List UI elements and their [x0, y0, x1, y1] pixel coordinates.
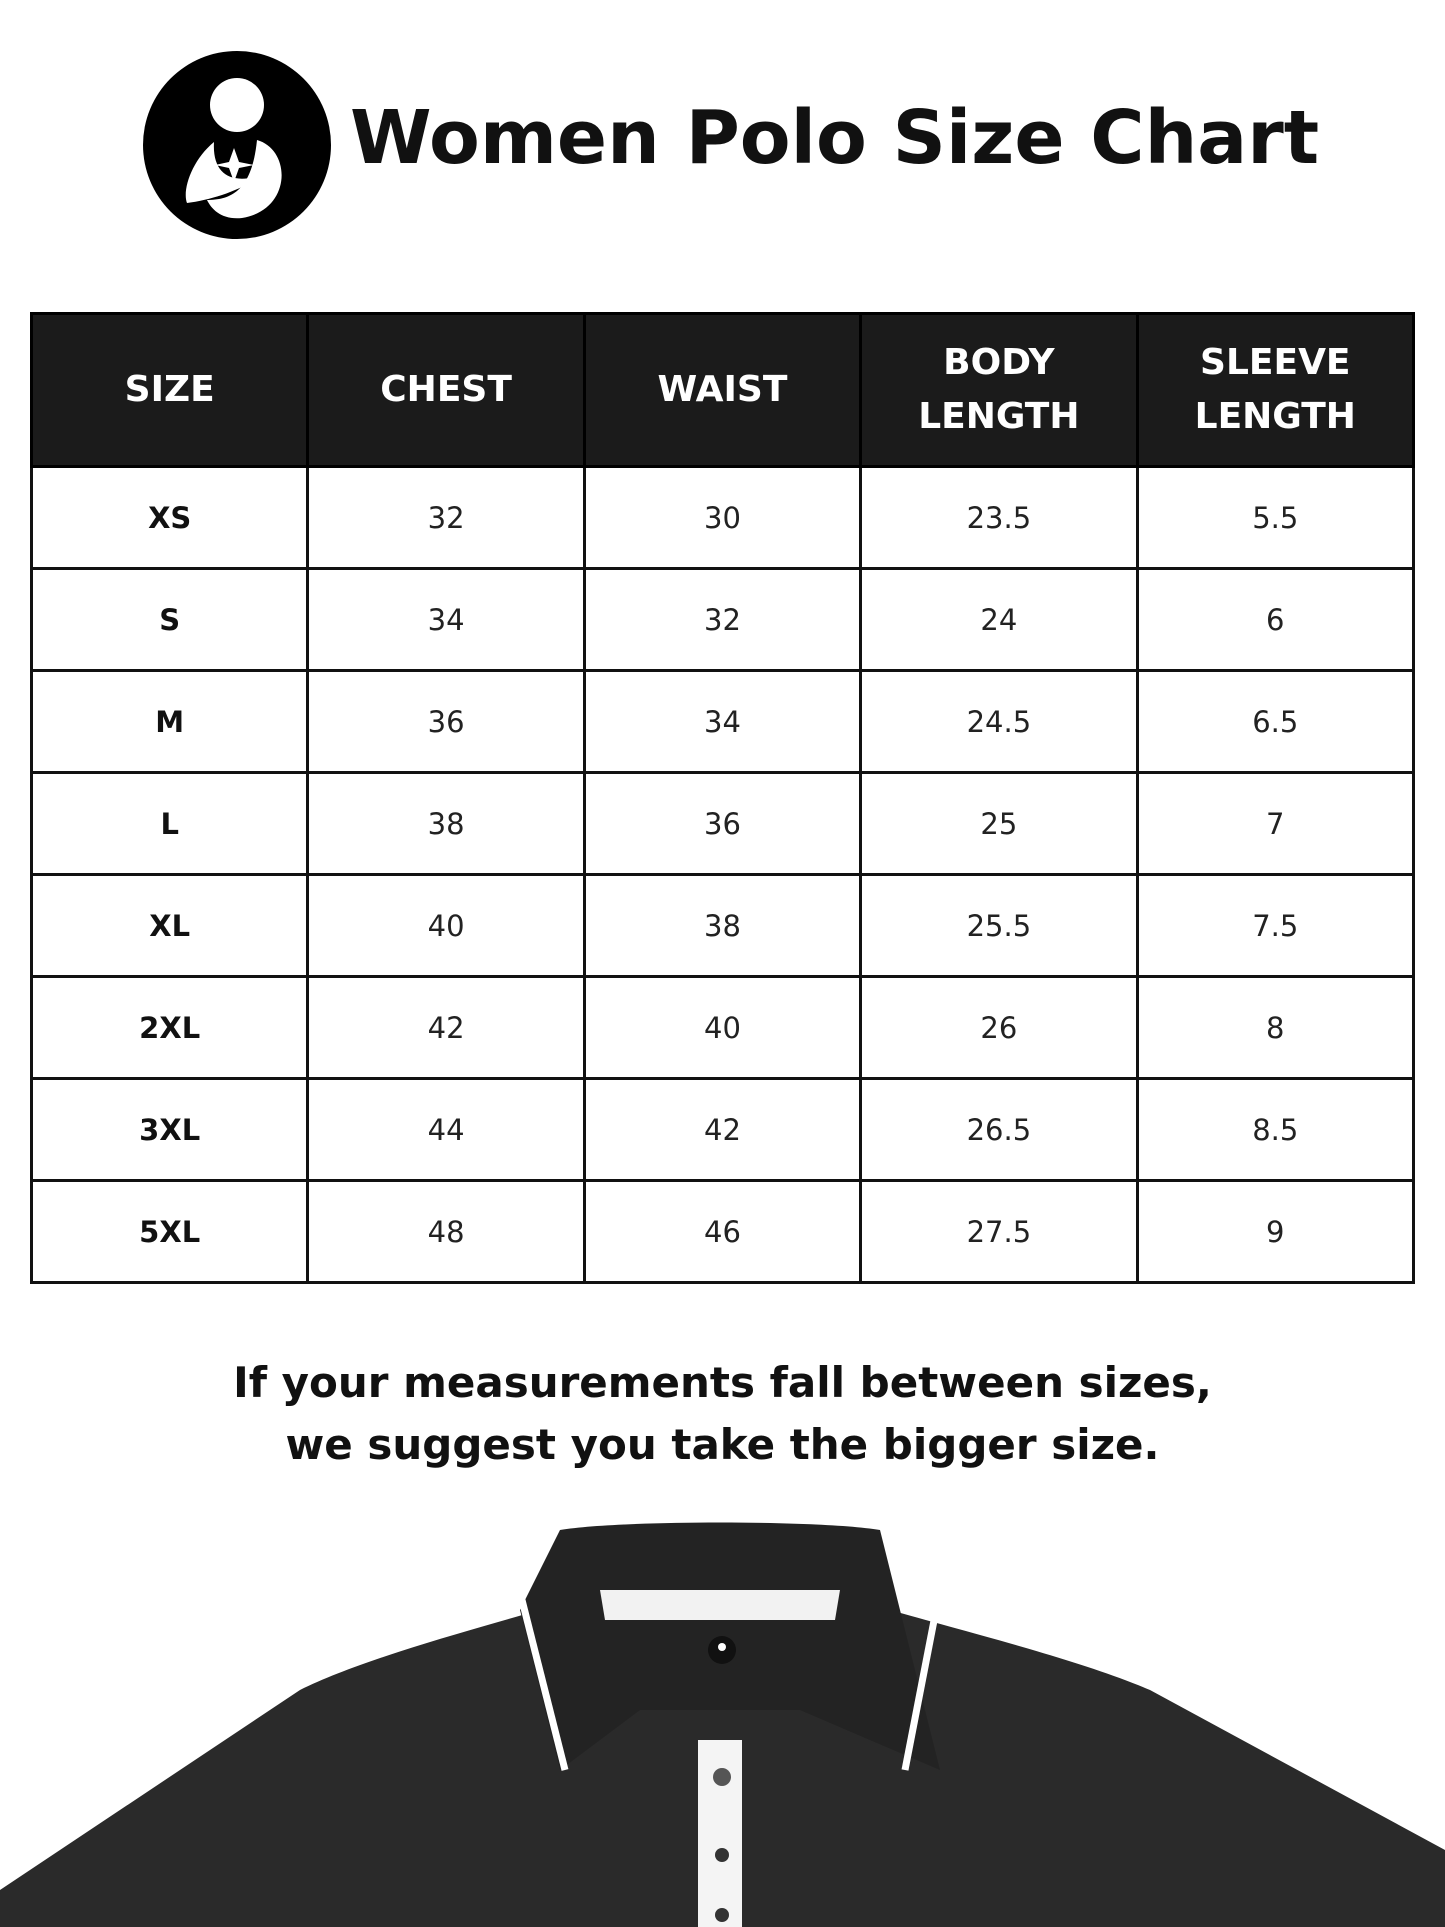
cell-body-length: 24.5	[859, 669, 1139, 774]
cell-body-length: 26.5	[859, 1077, 1139, 1182]
table-row: 3XL 44 42 26.5 8.5	[29, 1077, 1416, 1182]
cell-chest: 48	[306, 1179, 586, 1284]
table-header-row: SIZE CHEST WAIST BODY LENGTH SLEEVE LENGTH	[29, 312, 1416, 468]
brand-logo-icon	[143, 51, 331, 239]
cell-chest: 42	[306, 975, 586, 1080]
cell-size: 5XL	[29, 1179, 310, 1284]
note-line-1: If your measurements fall between sizes,	[233, 1358, 1212, 1407]
cell-waist: 42	[582, 1077, 863, 1182]
cell-sleeve-length: 9	[1135, 1179, 1416, 1284]
header-size: SIZE	[29, 312, 310, 468]
cell-chest: 38	[306, 771, 586, 876]
cell-waist: 40	[582, 975, 863, 1080]
cell-sleeve-length: 7.5	[1135, 873, 1416, 978]
header-text: WAIST	[657, 369, 788, 410]
size-advice-note: If your measurements fall between sizes,…	[0, 1352, 1445, 1476]
header-text: SLEEVE	[1200, 342, 1351, 383]
table-row: XL 40 38 25.5 7.5	[29, 873, 1416, 978]
cell-size: XS	[29, 465, 310, 570]
header-text: CHEST	[380, 369, 512, 410]
header-waist: WAIST	[582, 312, 863, 468]
header-text: LENGTH	[918, 396, 1080, 437]
header-body-length: BODY LENGTH	[859, 312, 1139, 468]
polo-shirt-image	[0, 1522, 1445, 1927]
table-row: XS 32 30 23.5 5.5	[29, 465, 1416, 570]
header-sleeve-length: SLEEVE LENGTH	[1135, 312, 1416, 468]
cell-sleeve-length: 7	[1135, 771, 1416, 876]
cell-chest: 36	[306, 669, 586, 774]
cell-size: M	[29, 669, 310, 774]
cell-body-length: 27.5	[859, 1179, 1139, 1284]
cell-size: S	[29, 567, 310, 672]
cell-body-length: 23.5	[859, 465, 1139, 570]
cell-chest: 44	[306, 1077, 586, 1182]
header-chest: CHEST	[306, 312, 586, 468]
note-line-2: we suggest you take the bigger size.	[285, 1420, 1160, 1469]
cell-waist: 46	[582, 1179, 863, 1284]
cell-size: 2XL	[29, 975, 310, 1080]
cell-chest: 32	[306, 465, 586, 570]
cell-body-length: 25.5	[859, 873, 1139, 978]
cell-sleeve-length: 6	[1135, 567, 1416, 672]
table-row: 5XL 48 46 27.5 9	[29, 1179, 1416, 1284]
cell-sleeve-length: 6.5	[1135, 669, 1416, 774]
page-title: Women Polo Size Chart	[350, 95, 1320, 181]
cell-size: XL	[29, 873, 310, 978]
cell-waist: 30	[582, 465, 863, 570]
table-row: L 38 36 25 7	[29, 771, 1416, 876]
header-text: BODY	[943, 342, 1055, 383]
cell-chest: 40	[306, 873, 586, 978]
cell-waist: 38	[582, 873, 863, 978]
cell-sleeve-length: 8.5	[1135, 1077, 1416, 1182]
cell-sleeve-length: 8	[1135, 975, 1416, 1080]
table-row: M 36 34 24.5 6.5	[29, 669, 1416, 774]
cell-waist: 34	[582, 669, 863, 774]
cell-size: L	[29, 771, 310, 876]
cell-body-length: 26	[859, 975, 1139, 1080]
cell-sleeve-length: 5.5	[1135, 465, 1416, 570]
header-text: LENGTH	[1194, 396, 1356, 437]
cell-body-length: 25	[859, 771, 1139, 876]
cell-body-length: 24	[859, 567, 1139, 672]
cell-waist: 32	[582, 567, 863, 672]
cell-waist: 36	[582, 771, 863, 876]
table-row: 2XL 42 40 26 8	[29, 975, 1416, 1080]
cell-size: 3XL	[29, 1077, 310, 1182]
cell-chest: 34	[306, 567, 586, 672]
table-row: S 34 32 24 6	[29, 567, 1416, 672]
header-text: SIZE	[124, 369, 215, 410]
size-table: SIZE CHEST WAIST BODY LENGTH SLEEVE LENGTH XS 3…	[29, 312, 1416, 1284]
